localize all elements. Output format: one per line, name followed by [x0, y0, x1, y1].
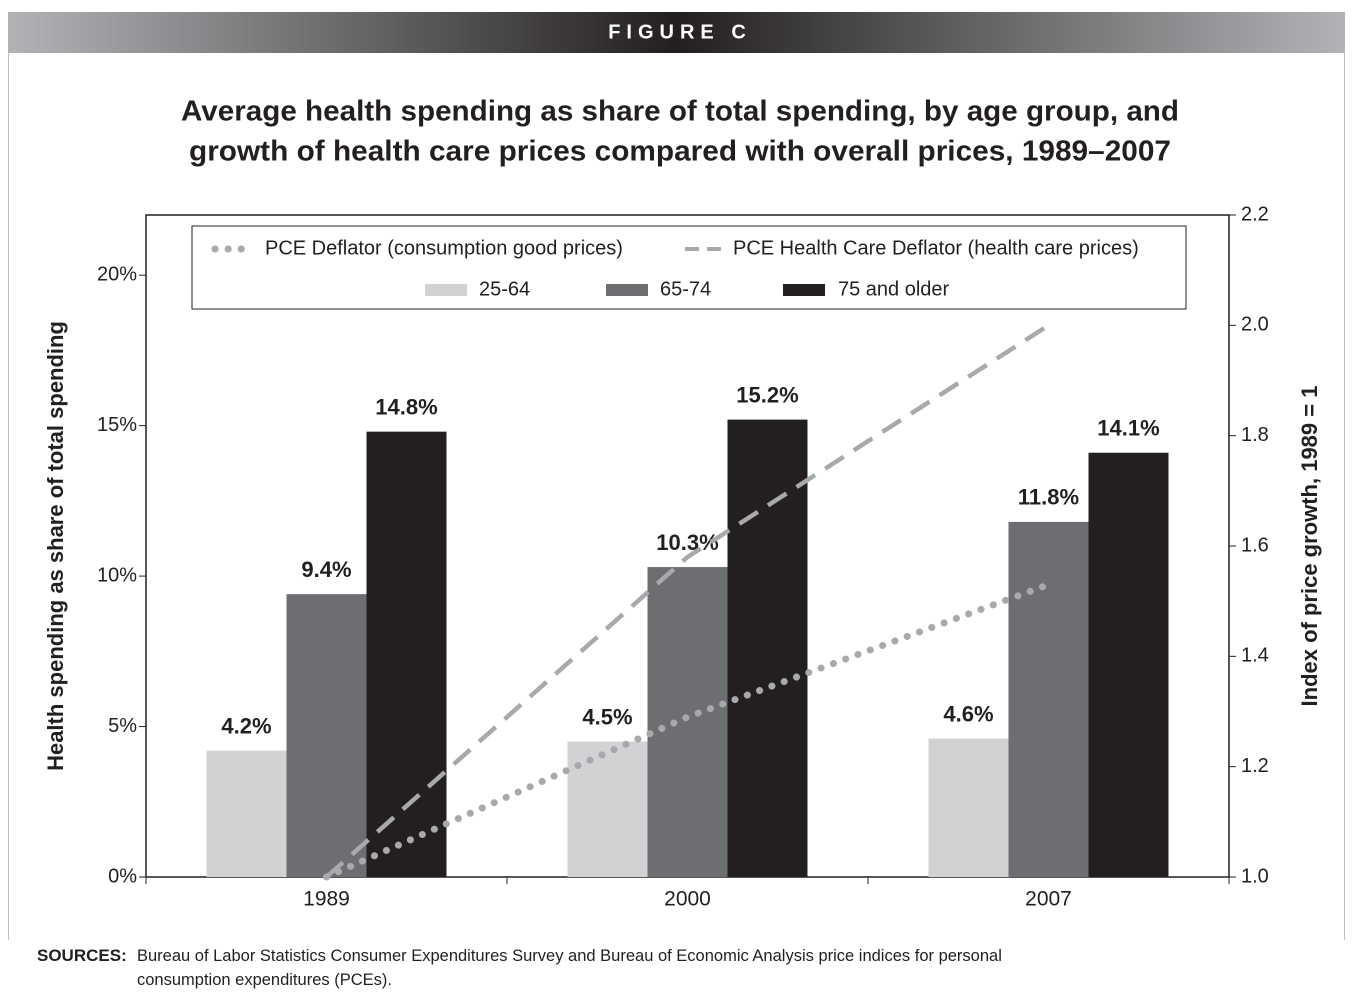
bar-value-label: 10.3%: [656, 530, 718, 555]
y-tick-label: 20%: [97, 263, 137, 285]
bar: [206, 750, 287, 877]
bar: [727, 419, 808, 877]
bar: [366, 431, 447, 877]
x-tick-label: 1989: [303, 888, 350, 911]
y2-tick-label: 1.8: [1241, 424, 1269, 446]
bar: [567, 741, 648, 877]
x-tick-label: 2000: [664, 888, 711, 911]
y2-tick-label: 2.2: [1241, 203, 1269, 225]
y-tick-label: 15%: [97, 414, 137, 436]
bar-value-label: 15.2%: [736, 382, 798, 407]
legend-label: 75 and older: [838, 278, 950, 300]
x-tick-label: 2007: [1025, 888, 1072, 911]
y-axis-label: Health spending as share of total spendi…: [43, 321, 68, 771]
bar: [1088, 452, 1169, 877]
y-tick-label: 10%: [97, 564, 137, 586]
bar-value-label: 4.5%: [582, 704, 632, 729]
legend-label: 25-64: [479, 278, 530, 300]
chart-title: Average health spending as share of tota…: [181, 96, 1179, 128]
bar-value-label: 9.4%: [301, 557, 351, 582]
y2-tick-label: 1.4: [1241, 645, 1269, 667]
header-title: FIGURE C: [608, 21, 752, 43]
legend-swatch: [783, 284, 825, 296]
y2-tick-label: 1.2: [1241, 755, 1269, 777]
bar-value-label: 4.6%: [943, 701, 993, 726]
y2-tick-label: 1.0: [1241, 865, 1269, 887]
y2-axis-label: Index of price growth, 1989 = 1: [1297, 386, 1322, 707]
bar: [647, 567, 728, 877]
chart: FIGURE C Average health spending as shar…: [8, 12, 1345, 940]
legend-label: PCE Deflator (consumption good prices): [265, 237, 623, 259]
legend-label: PCE Health Care Deflator (health care pr…: [733, 237, 1139, 259]
chart-title: growth of health care prices compared wi…: [189, 136, 1171, 168]
bar-value-label: 4.2%: [221, 713, 271, 738]
bar-value-label: 14.8%: [375, 394, 437, 419]
bar: [286, 594, 367, 877]
line-dotted: [323, 581, 1052, 881]
header-bar: [8, 12, 1345, 53]
source-label: SOURCES:: [37, 946, 127, 965]
source-text: Bureau of Labor Statistics Consumer Expe…: [137, 947, 1002, 989]
y-tick-label: 5%: [108, 715, 137, 737]
bar: [1008, 521, 1089, 877]
y-tick-label: 0%: [108, 865, 137, 887]
y2-tick-label: 1.6: [1241, 534, 1269, 556]
line-dashed: [325, 323, 1050, 879]
bar-value-label: 14.1%: [1097, 416, 1159, 441]
y2-tick-label: 2.0: [1241, 314, 1269, 336]
legend-label: 65-74: [660, 278, 711, 300]
source-note: SOURCES: Bureau of Labor Statistics Consu…: [37, 944, 1047, 992]
bar: [928, 738, 1009, 877]
legend-swatch: [425, 284, 467, 296]
legend-swatch: [606, 284, 648, 296]
bar-value-label: 11.8%: [1018, 485, 1079, 510]
legend-box: [191, 225, 1187, 310]
